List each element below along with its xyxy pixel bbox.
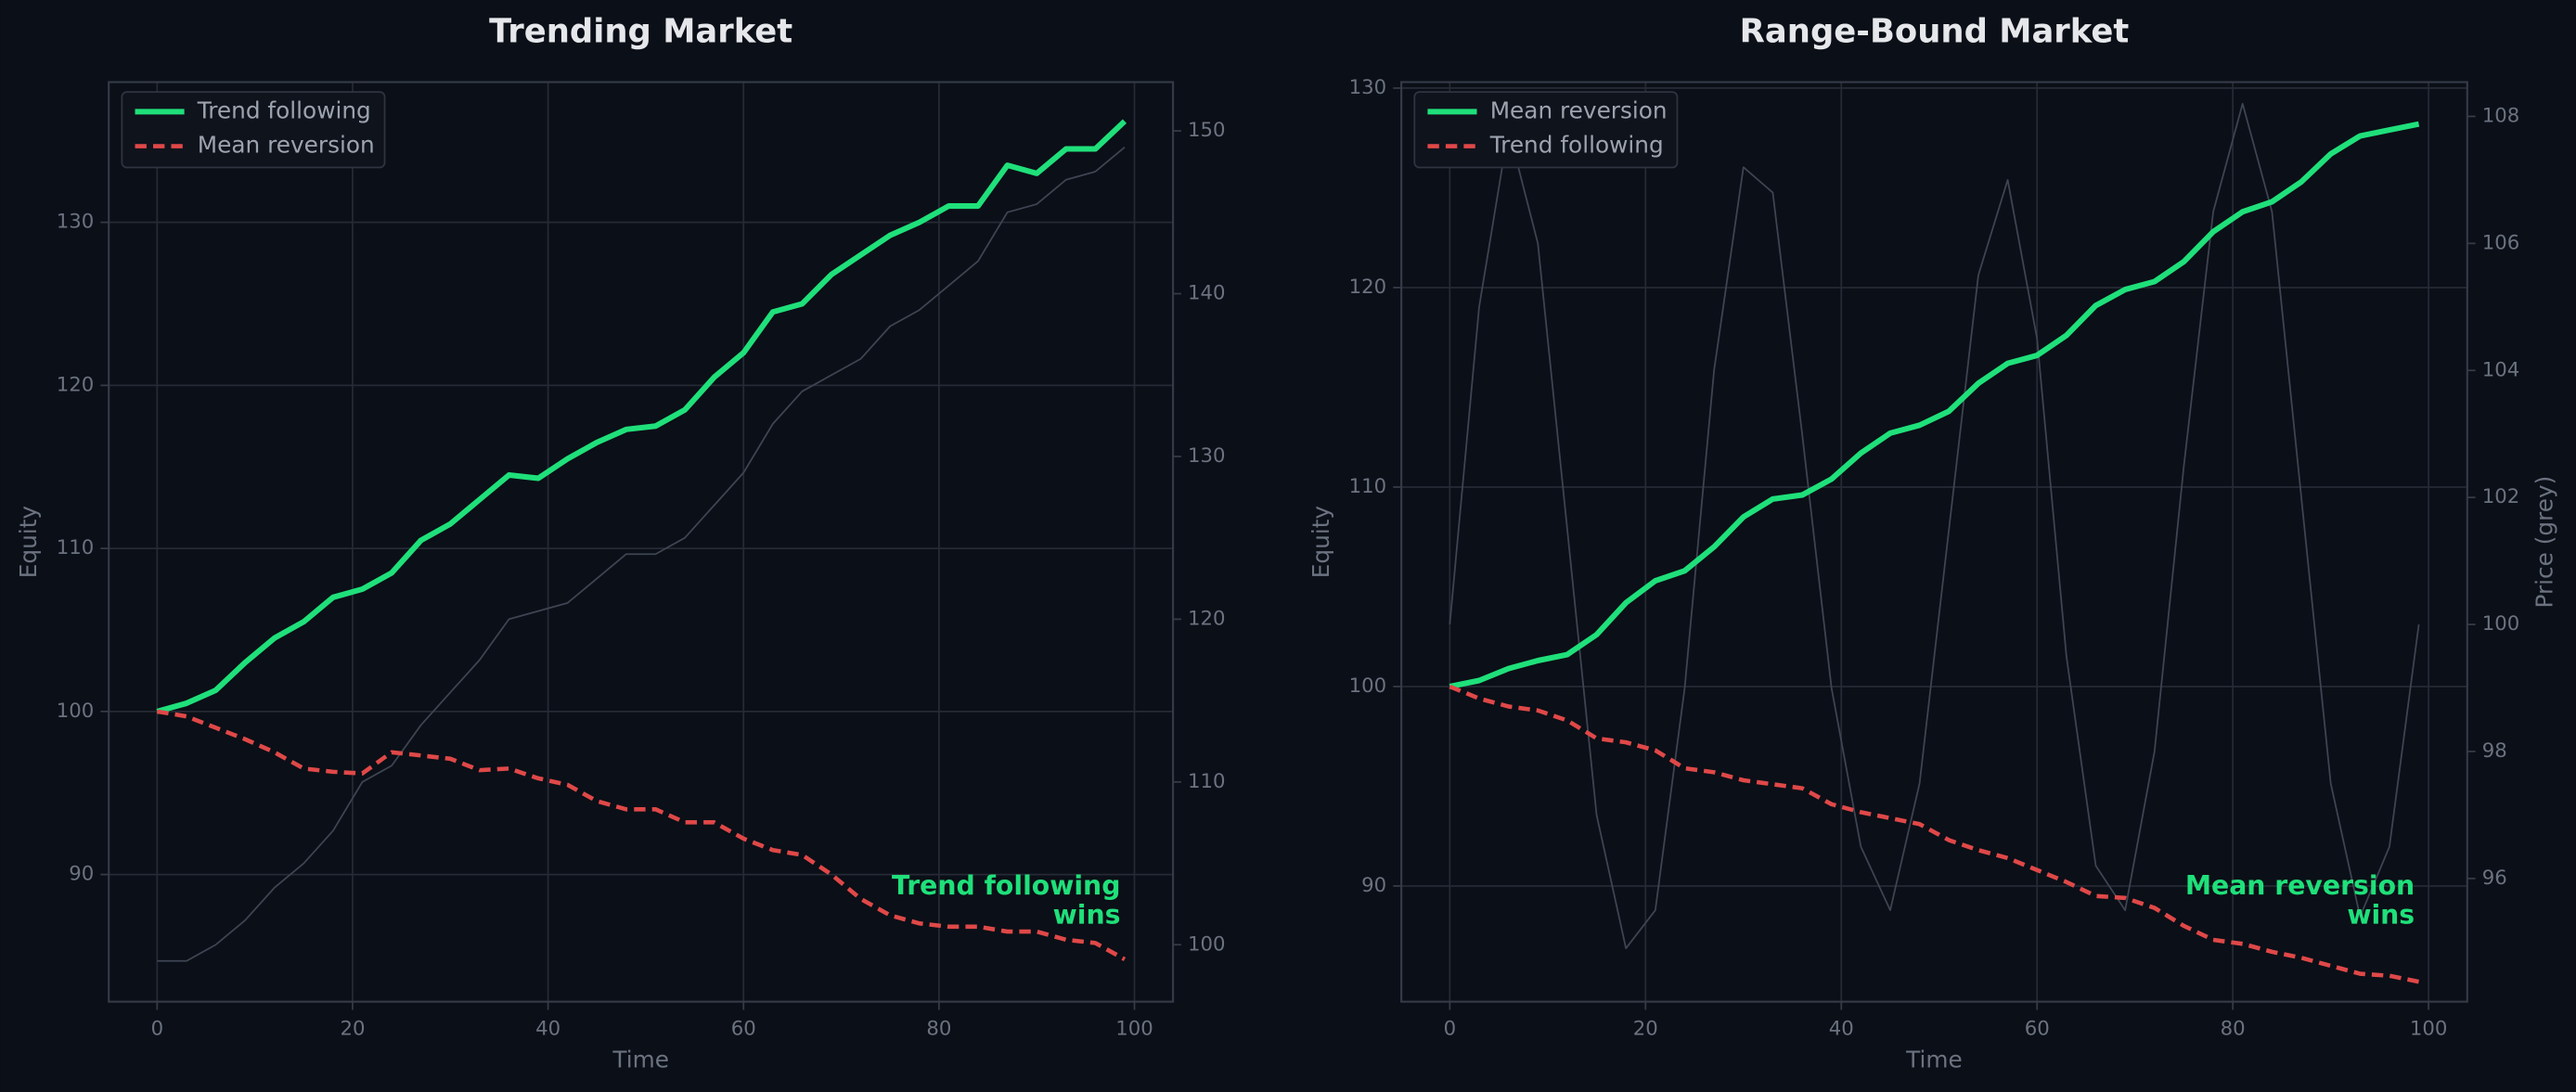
- y-tick-label: 100: [1349, 674, 1387, 698]
- y2-tick-label: 120: [1188, 607, 1226, 630]
- x-tick-label: 40: [1829, 1018, 1854, 1041]
- y2-tick-label: 130: [1188, 444, 1226, 468]
- x-tick-label: 80: [2221, 1018, 2246, 1041]
- x-axis-label: Time: [612, 1046, 669, 1073]
- legend-label: Mean reversion: [1490, 96, 1668, 123]
- x-tick-label: 60: [731, 1018, 756, 1041]
- y2-tick-label: 108: [2482, 104, 2520, 127]
- annotation: wins: [2347, 900, 2415, 931]
- y-tick-label: 100: [57, 700, 95, 723]
- annotation: wins: [1053, 900, 1121, 931]
- x-tick-label: 100: [2410, 1018, 2448, 1041]
- y2-tick-label: 100: [2482, 612, 2520, 636]
- y-tick-label: 130: [1349, 76, 1387, 99]
- y-axis-label: Equity: [1307, 506, 1334, 578]
- plot-frame: [108, 81, 1175, 1003]
- y2-tick-label: 150: [1188, 119, 1226, 142]
- price-line: [157, 146, 1126, 962]
- y-axis-label: Equity: [15, 506, 42, 578]
- y-tick-label: 110: [57, 536, 95, 559]
- y2-tick-label: 96: [2482, 867, 2507, 890]
- y-tick-label: 90: [1361, 874, 1386, 897]
- y2-tick-label: 140: [1188, 282, 1226, 305]
- y-tick-label: 130: [57, 211, 95, 234]
- chart-title: Trending Market: [489, 12, 792, 50]
- x-tick-label: 20: [1633, 1018, 1658, 1041]
- y2-axis-label: Price (grey): [2531, 476, 2558, 609]
- annotation: Mean reversion: [2185, 870, 2415, 901]
- y2-tick-label: 100: [1188, 932, 1226, 956]
- x-axis-label: Time: [1905, 1046, 1963, 1073]
- equity-line: [156, 119, 1127, 714]
- y2-tick-label: 110: [1188, 770, 1226, 793]
- legend-label: Trend following: [197, 96, 371, 123]
- x-tick-label: 20: [340, 1018, 365, 1041]
- legend-box: [1413, 91, 1679, 169]
- equity-line: [156, 709, 1127, 961]
- y2-tick-label: 106: [2482, 231, 2520, 254]
- x-tick-label: 0: [151, 1018, 164, 1041]
- y2-tick-label: 102: [2482, 485, 2520, 508]
- equity-line: [1449, 684, 2420, 984]
- y2-tick-label: 104: [2482, 358, 2520, 381]
- y-tick-label: 110: [1349, 475, 1387, 498]
- y2-tick-label: 98: [2482, 739, 2507, 763]
- chart-title: Range-Bound Market: [1740, 12, 2130, 50]
- x-tick-label: 80: [926, 1018, 951, 1041]
- y-tick-label: 120: [1349, 276, 1387, 299]
- legend-box: [121, 91, 386, 169]
- x-tick-label: 0: [1444, 1018, 1457, 1041]
- legend-label: Mean reversion: [198, 132, 375, 159]
- legend-label: Trend following: [1489, 132, 1664, 159]
- y-tick-label: 90: [69, 863, 94, 886]
- y-tick-label: 120: [57, 373, 95, 396]
- x-tick-label: 60: [2025, 1018, 2050, 1041]
- price-line: [1449, 102, 2420, 950]
- plot-frame: [1400, 81, 2468, 1003]
- equity-line: [1449, 121, 2420, 689]
- x-tick-label: 40: [535, 1018, 560, 1041]
- x-tick-label: 100: [1115, 1018, 1153, 1041]
- annotation: Trend following: [892, 870, 1120, 901]
